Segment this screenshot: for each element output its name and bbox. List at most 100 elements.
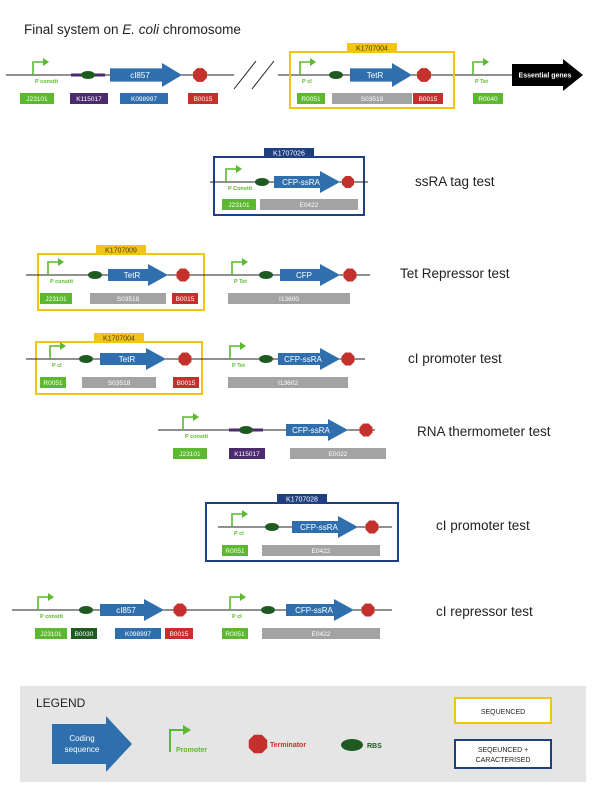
promoter-label: P cI — [232, 614, 242, 620]
promoter-arrowhead — [483, 58, 489, 66]
tag-r0051: R0051 — [222, 545, 248, 556]
terminator-icon — [177, 269, 190, 282]
promoter-p-constit: P constit — [33, 58, 58, 85]
part-code-text: E0422 — [300, 202, 319, 209]
coding-tetr: TetR — [350, 63, 412, 87]
tag-s03518: S03518 — [82, 377, 156, 388]
legend-seq-char-label: CARACTERISED — [476, 757, 531, 764]
legend-coding-label: Coding — [69, 734, 94, 743]
tag-j23101: J23101 — [35, 628, 67, 639]
tag-j23101: J23101 — [40, 293, 72, 304]
legend-seq-char-label: SEQEUNCED + — [478, 747, 528, 754]
rbs-icon — [265, 523, 279, 531]
promoter-arrowhead — [60, 342, 66, 350]
legend-sequenced-key: SEQUENCED — [455, 698, 551, 723]
rbs-icon — [239, 426, 253, 434]
coding-label: cI857 — [130, 71, 150, 80]
coding-label: TetR — [124, 271, 141, 280]
promoter-arrowhead — [43, 58, 49, 66]
promoter-arrowhead — [240, 342, 246, 350]
coding-label: CFP — [296, 271, 312, 280]
promoter-p-ci: P cI — [230, 593, 246, 620]
rbs-icon — [88, 271, 102, 279]
part-code-text: J23101 — [228, 202, 250, 209]
coding-label: CFP-ssRA — [284, 355, 322, 364]
promoter-label: P constit — [50, 279, 73, 285]
promoter-p-constit: P Constit — [226, 165, 252, 192]
tag-b0030: B0030 — [71, 628, 97, 639]
coding-cfp-ssra: CFP-ssRA — [278, 348, 340, 370]
promoter-p-tet: P Tet — [473, 58, 489, 85]
part-code-text: J23101 — [179, 451, 201, 458]
biobrick-label: K1707028 — [286, 497, 318, 504]
coding-cfp-ssra: CFP-ssRA — [286, 599, 354, 621]
promoter-stem — [473, 62, 484, 75]
promoter-label: P cI — [234, 531, 244, 537]
tag-e0022: E0022 — [290, 448, 386, 459]
promoter-p-constit: P constit — [38, 593, 63, 620]
promoter-p-tet: P Tet — [230, 342, 246, 369]
tag-r0051: R0051 — [40, 377, 66, 388]
promoter-stem — [50, 346, 61, 359]
tag-b0015: B0015 — [173, 377, 199, 388]
tag-b0015: B0015 — [413, 93, 443, 104]
promoter-label: P constit — [40, 614, 63, 620]
promoter-arrowhead — [242, 510, 248, 518]
promoter-stem — [230, 346, 241, 359]
coding-label: TetR — [367, 71, 384, 80]
tag-r0051: R0051 — [222, 628, 248, 639]
part-code-text: K098997 — [125, 631, 151, 638]
tag-s03518: S03518 — [332, 93, 412, 104]
biobrick-label: K1707009 — [105, 248, 137, 255]
promoter-arrowhead — [242, 258, 248, 266]
terminator-icon — [174, 604, 187, 617]
tag-r0051: R0051 — [297, 93, 325, 104]
tag-b0015: B0015 — [165, 628, 193, 639]
promoter-stem — [183, 417, 194, 430]
part-code-text: B0015 — [419, 96, 438, 103]
biobrick-label: K1707004 — [103, 336, 135, 343]
promoter-stem — [232, 262, 243, 275]
promoter-stem — [230, 597, 241, 610]
promoter-label: P constit — [185, 434, 208, 440]
part-code-text: B0015 — [176, 296, 195, 303]
coding-label: CFP-ssRA — [295, 606, 333, 615]
promoter-label: P Tet — [232, 363, 245, 369]
promoter-arrowhead — [240, 593, 246, 601]
rbs-icon — [329, 71, 343, 79]
coding-cfp: CFP — [280, 264, 340, 286]
part-code-text: I13600 — [279, 296, 299, 303]
break-mark — [234, 61, 256, 89]
rbs-thermometer-icon — [229, 426, 263, 434]
part-code-text: B0015 — [177, 380, 196, 387]
part-code-text: E0022 — [329, 451, 348, 458]
tag-b0015: B0015 — [188, 93, 218, 104]
legend-seq-char-key: SEQEUNCED + CARACTERISED — [455, 740, 551, 768]
rbs-icon — [79, 606, 93, 614]
rbs-thermometer-icon — [71, 71, 105, 79]
legend-terminator-icon — [249, 735, 267, 753]
terminator-icon — [417, 68, 431, 82]
promoter-stem — [38, 597, 49, 610]
tag-j23101: J23101 — [20, 93, 54, 104]
tag-s03518: S03518 — [90, 293, 166, 304]
promoter-label: P Tet — [475, 79, 488, 85]
rbs-icon — [79, 355, 93, 363]
tag-e0422: E0422 — [260, 199, 358, 210]
part-code-text: E0422 — [312, 548, 331, 555]
legend-terminator-label: Terminator — [270, 742, 306, 749]
terminator-icon — [362, 604, 375, 617]
coding-ci857: cI857 — [100, 599, 164, 621]
promoter-arrowhead — [58, 258, 64, 266]
part-code-text: J23101 — [45, 296, 67, 303]
coding-cfp-ssra: CFP-ssRA — [292, 516, 358, 538]
coding-label: CFP-ssRA — [292, 426, 330, 435]
coding-label: cI857 — [116, 606, 136, 615]
coding-label: TetR — [119, 355, 136, 364]
coding-label: CFP-ssRA — [282, 178, 320, 187]
part-code-text: S03518 — [361, 96, 384, 103]
part-code-text: K098997 — [131, 96, 157, 103]
rbs-icon — [259, 355, 273, 363]
terminator-icon — [344, 269, 357, 282]
